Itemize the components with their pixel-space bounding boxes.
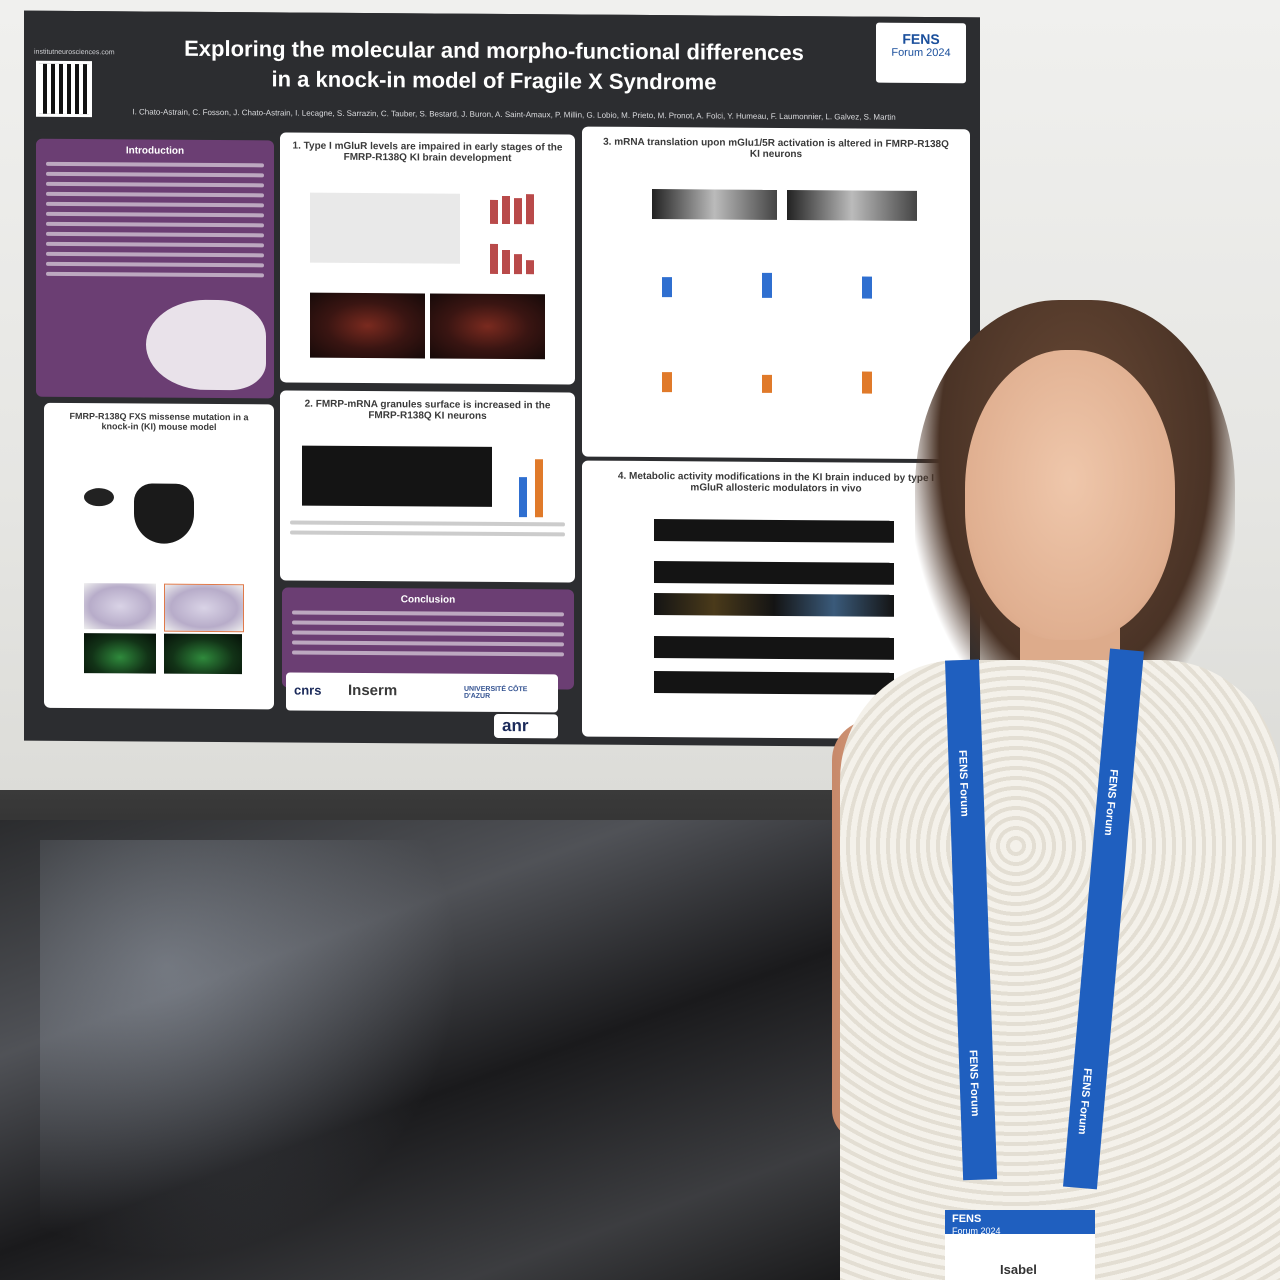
text-line — [46, 171, 264, 178]
box — [662, 372, 672, 393]
conclusion-heading: Conclusion — [400, 594, 456, 606]
section-2-panel: 2. FMRP-mRNA granules surface is increas… — [280, 390, 575, 583]
fens-logo-subtitle: Forum 2024 — [891, 46, 951, 60]
granule-microscopy-image — [302, 445, 492, 507]
bar — [490, 243, 498, 274]
caption-line — [290, 530, 565, 537]
lanyard-text: FENS Forum — [956, 749, 971, 817]
bar — [502, 250, 510, 275]
lanyard-text: FENS Forum — [966, 1049, 981, 1117]
blot-strip-image — [652, 189, 777, 220]
model-panel: FMRP-R138Q FXS missense mutation in a kn… — [44, 402, 274, 710]
western-blot-image — [310, 192, 460, 264]
scientific-poster: institutneurosciences.com Exploring the … — [24, 10, 980, 748]
introduction-panel: Introduction — [36, 138, 274, 399]
badge-name: Isabel — [1000, 1262, 1037, 1277]
bar — [526, 194, 534, 225]
bar — [514, 198, 522, 225]
bar-chart — [515, 447, 555, 518]
brain-section-image — [164, 583, 244, 633]
qr-url: institutneurosciences.com — [34, 48, 115, 57]
badge-title: FENS — [952, 1213, 982, 1225]
section-1-heading: 1. Type I mGluR levels are impaired in e… — [292, 140, 563, 165]
logos-bar: cnrs Inserm UNIVERSITÉ CÔTE D'AZUR — [286, 672, 558, 713]
text-line — [46, 241, 264, 248]
bar-chart — [490, 234, 550, 275]
box — [762, 374, 772, 393]
fens-forum-logo: FENS Forum 2024 — [876, 22, 966, 84]
poster-authors: I. Chato-Astrain, C. Fosson, J. Chato-As… — [132, 107, 896, 122]
bar — [490, 199, 498, 224]
poster-title-line2: in a knock-in model of Fragile X Syndrom… — [271, 66, 717, 95]
box — [762, 272, 772, 298]
box — [862, 371, 872, 394]
fluorescence-image — [430, 293, 545, 360]
badge-subtitle: Forum 2024 — [952, 1226, 1001, 1236]
section-1-panel: 1. Type I mGluR levels are impaired in e… — [280, 132, 575, 385]
anr-logo: anr — [502, 716, 529, 736]
brain-section-image — [84, 583, 156, 630]
mri-strip-image — [654, 671, 894, 695]
text-line — [46, 201, 264, 208]
text-line — [292, 610, 564, 617]
bar — [535, 459, 543, 518]
text-line — [46, 251, 264, 258]
table-top — [0, 820, 900, 1280]
fluorescence-image — [310, 292, 425, 359]
text-line — [46, 161, 264, 168]
brain-illustration — [134, 483, 194, 544]
mri-strip-image — [654, 636, 894, 660]
bar — [502, 196, 510, 225]
model-heading: FMRP-R138Q FXS missense mutation in a kn… — [69, 410, 249, 433]
hippocampus-image — [164, 633, 242, 675]
box — [662, 277, 672, 298]
caption-line — [290, 520, 565, 527]
fens-logo-title: FENS — [902, 30, 940, 48]
text-line — [292, 630, 564, 637]
univ-logo: UNIVERSITÉ CÔTE D'AZUR — [464, 685, 528, 700]
box — [862, 276, 872, 299]
bar — [519, 477, 527, 518]
poster-header: institutneurosciences.com Exploring the … — [24, 10, 980, 138]
table-reflection — [40, 840, 460, 1260]
text-line — [46, 221, 264, 228]
box-plot-row — [642, 342, 942, 414]
lanyard-text: FENS Forum — [1101, 768, 1120, 837]
text-line — [292, 640, 564, 647]
section-3-panel: 3. mRNA translation upon mGlu1/5R activa… — [582, 126, 970, 460]
text-line — [46, 211, 264, 218]
neuron-illustration — [146, 299, 266, 391]
text-line — [46, 181, 264, 188]
mri-strip-image — [654, 519, 894, 543]
text-line — [46, 191, 264, 198]
lanyard-text: FENS Forum — [1075, 1067, 1094, 1136]
bar-chart — [490, 184, 550, 225]
text-line — [292, 620, 564, 627]
text-line — [46, 231, 264, 238]
cnrs-logo: cnrs — [294, 682, 322, 698]
name-badge — [945, 1210, 1095, 1280]
mri-strip-image — [654, 593, 894, 617]
person-white-top — [840, 660, 1280, 1280]
text-line — [46, 261, 264, 268]
blot-strip-image — [787, 189, 917, 221]
poster-title-line1: Exploring the molecular and morpho-funct… — [184, 35, 804, 66]
hippocampus-image — [84, 633, 156, 674]
person-face — [965, 350, 1175, 640]
mri-strip-image — [654, 561, 894, 585]
bar — [514, 254, 522, 275]
mouse-icon — [84, 488, 114, 507]
inserm-logo: Inserm — [348, 681, 398, 700]
text-line — [46, 271, 264, 278]
section-2-heading: 2. FMRP-mRNA granules surface is increas… — [304, 398, 551, 422]
text-line — [292, 650, 564, 657]
section-4-heading: 4. Metabolic activity modifications in t… — [617, 470, 935, 495]
section-3-heading: 3. mRNA translation upon mGlu1/5R activa… — [603, 136, 949, 161]
introduction-heading: Introduction — [125, 145, 185, 157]
bar — [526, 260, 534, 275]
box-plot-row — [642, 247, 942, 319]
anr-logo-box: anr — [494, 713, 558, 739]
poster-title: Exploring the molecular and morpho-funct… — [144, 34, 844, 99]
